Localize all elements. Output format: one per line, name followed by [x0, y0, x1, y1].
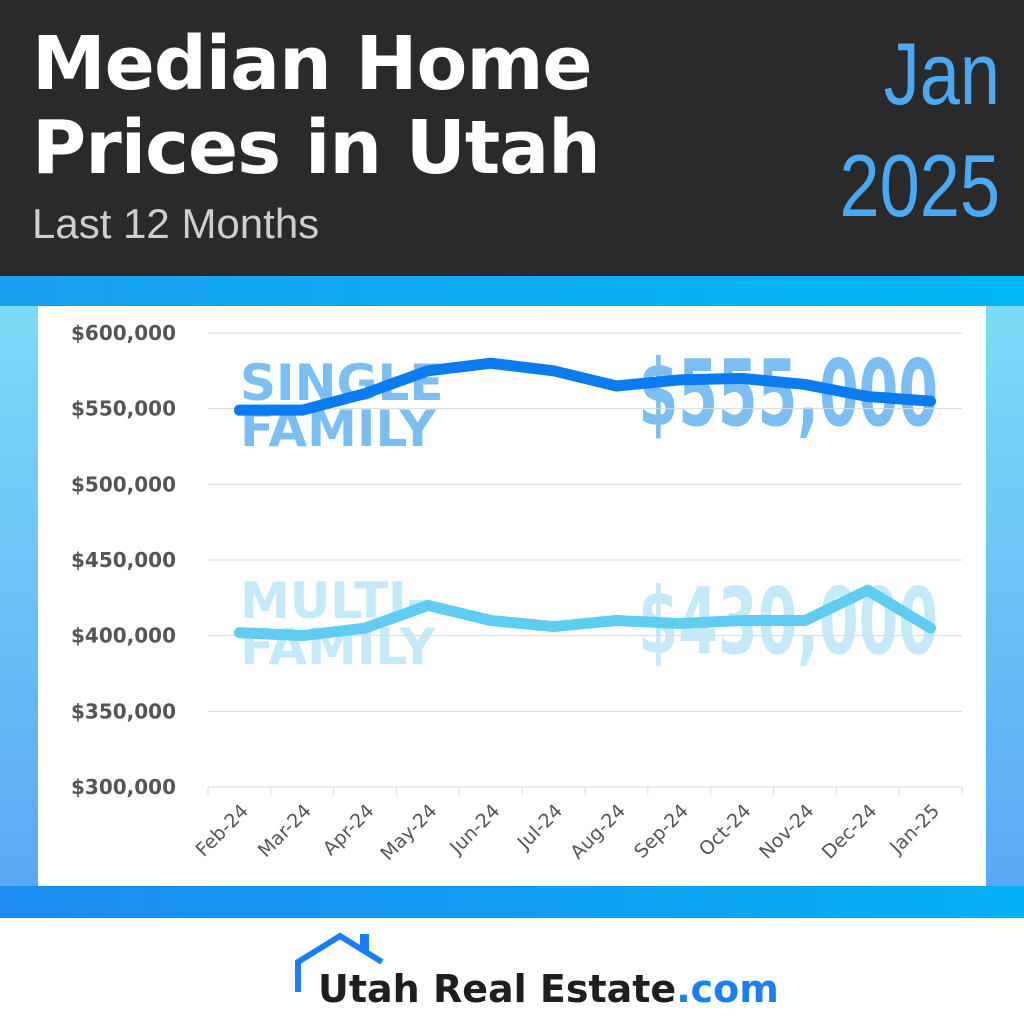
- subtitle: Last 12 Months: [32, 200, 320, 247]
- y-tick-label: $300,000: [71, 775, 176, 799]
- band: [0, 276, 1024, 306]
- x-tick-label: Nov-24: [755, 800, 818, 863]
- chart-panel: [38, 306, 986, 886]
- x-tick-label: Mar-24: [254, 800, 316, 862]
- logo-chimney: [360, 934, 369, 952]
- y-tick-label: $600,000: [71, 321, 176, 345]
- date: Jan 2025: [839, 24, 1000, 235]
- x-tick-label: May-24: [376, 800, 441, 865]
- x-tick-label: Feb-24: [192, 800, 253, 861]
- brand: Utah Real Estate.com: [318, 967, 779, 1011]
- y-tick-label: $450,000: [71, 548, 176, 572]
- x-tick-label: Sep-24: [630, 800, 693, 863]
- y-tick-label: $350,000: [71, 699, 176, 723]
- x-tick-label: Oct-24: [695, 800, 756, 861]
- brand-domain: .com: [676, 967, 779, 1011]
- header: [0, 0, 1024, 276]
- series-line: [233, 357, 937, 416]
- y-tick-label: $550,000: [71, 397, 176, 421]
- x-tick-label: Aug-24: [566, 800, 630, 864]
- x-tick-label: Jun-24: [445, 800, 504, 859]
- brand-name: Utah Real Estate: [318, 967, 676, 1011]
- series-line: [233, 584, 937, 642]
- band: [0, 886, 1024, 918]
- x-tick-label: Jul-24: [513, 800, 567, 854]
- x-tick-label: Jan-25: [885, 800, 944, 859]
- title: Median Home Prices in Utah: [32, 21, 601, 191]
- x-tick-label: Dec-24: [818, 800, 882, 864]
- logo: Utah Real Estate.com: [295, 932, 779, 1011]
- x-tick-label: Apr-24: [319, 800, 379, 860]
- y-tick-label: $500,000: [71, 472, 176, 496]
- y-tick-label: $400,000: [71, 624, 176, 648]
